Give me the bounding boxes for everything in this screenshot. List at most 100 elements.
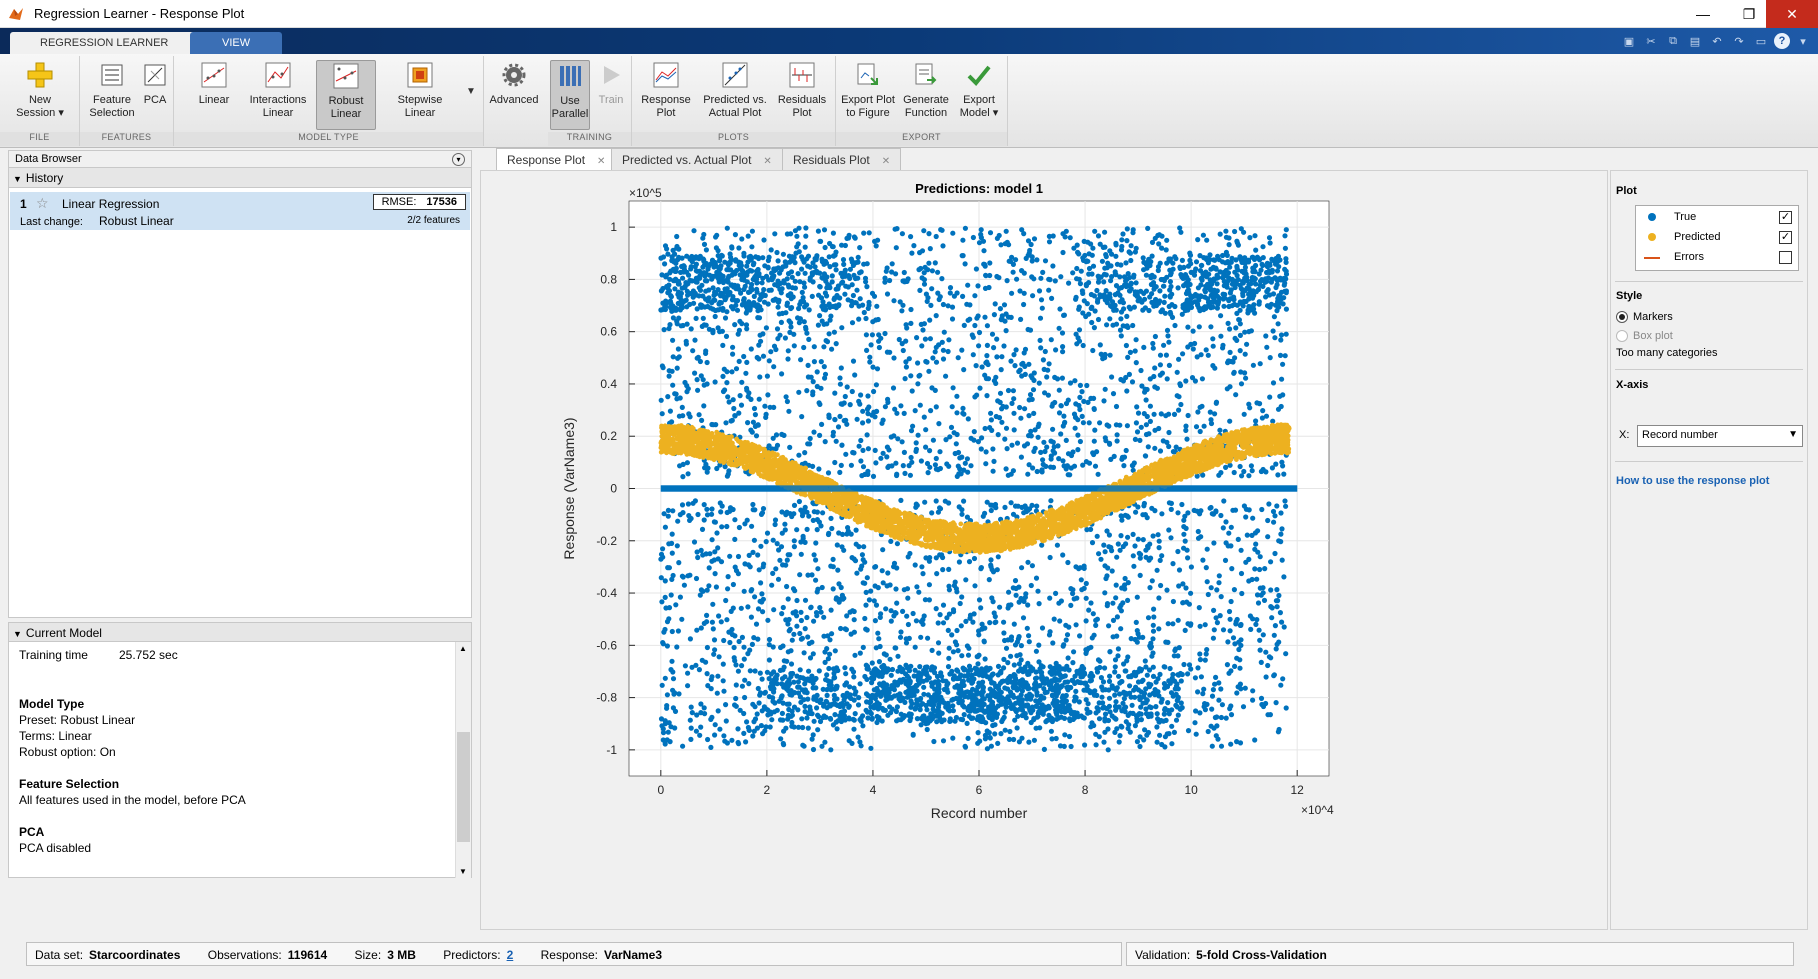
plot-options-panel: Plot True ✓ Predicted ✓ Errors Style Mar… bbox=[1610, 170, 1808, 930]
legend-predicted[interactable]: Predicted ✓ bbox=[1636, 228, 1800, 248]
pca-button[interactable]: PCA bbox=[138, 60, 172, 130]
y-tick-label: 0.4 bbox=[600, 377, 617, 391]
current-model-header[interactable]: ▼ Current Model bbox=[8, 622, 472, 642]
response-plot-button[interactable]: Response Plot bbox=[636, 60, 696, 130]
rmse-badge: RMSE: 17536 bbox=[372, 194, 466, 210]
x-tick-label: 6 bbox=[976, 783, 983, 797]
copy-icon[interactable]: ⧉ bbox=[1669, 34, 1677, 47]
tab-view[interactable]: VIEW bbox=[190, 32, 283, 54]
scrollbar-thumb[interactable] bbox=[457, 732, 470, 842]
stepwise-linear-button[interactable]: Stepwise Linear bbox=[390, 60, 450, 130]
collapse-icon[interactable]: ▾ bbox=[452, 153, 465, 166]
predicted-actual-icon bbox=[722, 62, 748, 88]
play-icon bbox=[604, 66, 620, 84]
gallery-expand-icon[interactable]: ▼ bbox=[466, 86, 476, 97]
history-header[interactable]: ▼ History bbox=[8, 168, 472, 188]
window-title: Regression Learner - Response Plot bbox=[34, 6, 245, 21]
response-plot-icon bbox=[653, 62, 679, 88]
interactions-linear-button[interactable]: Interactions Linear bbox=[248, 60, 308, 130]
scroll-up-icon[interactable]: ▲ bbox=[459, 644, 467, 653]
use-parallel-button[interactable]: Use Parallel bbox=[550, 60, 590, 130]
legend-box: True ✓ Predicted ✓ Errors bbox=[1635, 205, 1799, 271]
advanced-button[interactable]: Advanced bbox=[484, 60, 544, 130]
radio-boxplot[interactable] bbox=[1616, 330, 1628, 342]
scroll-down-icon[interactable]: ▼ bbox=[459, 867, 467, 876]
legend-errors[interactable]: Errors bbox=[1636, 248, 1800, 268]
dot-icon bbox=[1648, 233, 1656, 241]
validation-info: Validation: 5-fold Cross-Validation bbox=[1126, 942, 1794, 966]
title-bar: Regression Learner - Response Plot — ❐ ✕ bbox=[0, 0, 1818, 28]
dot-icon bbox=[1648, 213, 1656, 221]
y-tick-label: -0.6 bbox=[596, 638, 617, 652]
gear-icon bbox=[502, 63, 526, 87]
predictors-link[interactable]: 2 bbox=[506, 948, 514, 962]
legend-true[interactable]: True ✓ bbox=[1636, 208, 1800, 228]
chevron-down-icon: ▼ bbox=[1788, 429, 1798, 440]
advanced-group: Advanced bbox=[484, 56, 546, 146]
undo-icon[interactable]: ↶ bbox=[1712, 35, 1722, 48]
y-axis-label: Response (VarName3) bbox=[561, 417, 577, 559]
x-tick-label: 4 bbox=[870, 783, 877, 797]
checkbox-predicted[interactable]: ✓ bbox=[1779, 231, 1792, 244]
train-button[interactable]: Train bbox=[592, 60, 630, 130]
predicted-vs-actual-button[interactable]: Predicted vs. Actual Plot bbox=[702, 60, 768, 130]
residuals-plot-button[interactable]: Residuals Plot bbox=[772, 60, 832, 130]
y-tick-label: 0 bbox=[610, 482, 617, 496]
y-tick-label: 0.6 bbox=[600, 325, 617, 339]
linear-model-icon bbox=[201, 62, 227, 88]
feature-selection-button[interactable]: Feature Selection bbox=[82, 60, 142, 130]
expand-icon[interactable]: ▾ bbox=[1800, 35, 1806, 48]
true-zero-band-overlay bbox=[660, 485, 1298, 492]
generate-function-button[interactable]: Generate Function bbox=[896, 60, 956, 130]
checkbox-errors[interactable] bbox=[1779, 251, 1792, 264]
tab-predicted-vs-actual[interactable]: Predicted vs. Actual Plot ✕ bbox=[611, 148, 783, 170]
y-tick-label: 0.8 bbox=[600, 272, 617, 286]
export-model-button[interactable]: Export Model ▾ bbox=[952, 60, 1006, 130]
maximize-button[interactable]: ❐ bbox=[1742, 5, 1756, 22]
radio-markers[interactable] bbox=[1616, 311, 1628, 323]
save-icon[interactable]: ▣ bbox=[1623, 35, 1635, 48]
chart-title: Predictions: model 1 bbox=[915, 181, 1043, 196]
paste-icon[interactable]: ▤ bbox=[1689, 35, 1701, 48]
x-tick-label: 12 bbox=[1291, 783, 1305, 797]
tab-regression-learner[interactable]: REGRESSION LEARNER bbox=[10, 32, 199, 54]
triangle-down-icon: ▼ bbox=[13, 174, 22, 184]
tab-residuals-plot[interactable]: Residuals Plot ✕ bbox=[782, 148, 902, 170]
training-group: Use Parallel Train TRAINING bbox=[548, 56, 632, 146]
feature-list-icon bbox=[101, 64, 123, 86]
history-item[interactable]: 1 ☆ Linear Regression RMSE: 17536 Last ch… bbox=[10, 192, 470, 230]
help-link[interactable]: How to use the response plot bbox=[1616, 475, 1770, 487]
current-model-details: Training time 25.752 sec Model Type Pres… bbox=[8, 642, 472, 878]
tab-response-plot[interactable]: Response Plot ✕ bbox=[496, 148, 617, 170]
robust-linear-icon bbox=[333, 63, 359, 89]
data-browser-header: Data Browser ▾ bbox=[8, 150, 472, 168]
x-tick-label: 0 bbox=[657, 783, 664, 797]
y-tick-label: 0.2 bbox=[600, 429, 617, 443]
linear-model-button[interactable]: Linear bbox=[184, 60, 244, 130]
interactions-linear-icon bbox=[265, 62, 291, 88]
parallel-icon bbox=[560, 66, 581, 86]
checkbox-true[interactable]: ✓ bbox=[1779, 211, 1792, 224]
close-tab-icon: ✕ bbox=[881, 156, 891, 167]
checkmark-icon bbox=[967, 65, 991, 86]
switch-windows-icon[interactable]: ▭ bbox=[1755, 35, 1767, 48]
matlab-logo-icon bbox=[9, 8, 23, 20]
cut-icon[interactable]: ✂ bbox=[1646, 35, 1656, 48]
minimize-button[interactable]: — bbox=[1696, 6, 1710, 22]
redo-icon[interactable]: ↷ bbox=[1734, 35, 1744, 48]
plot-area: 0 2 4 6 8 10 12 -1 -0.8 -0.6 -0.4 -0.2 0 0.2 0.4 0.6 0.8… bbox=[480, 170, 1608, 930]
x-tick-label: 10 bbox=[1184, 783, 1198, 797]
help-icon[interactable]: ? bbox=[1774, 33, 1790, 49]
close-tab-icon: ✕ bbox=[763, 156, 772, 167]
star-icon[interactable]: ☆ bbox=[36, 195, 49, 211]
export-group: Export Plot to Figure Generate Function … bbox=[836, 56, 1008, 146]
robust-linear-button[interactable]: Robust Linear bbox=[316, 60, 376, 130]
export-plot-button[interactable]: Export Plot to Figure bbox=[838, 60, 898, 130]
close-button[interactable]: ✕ bbox=[1766, 0, 1818, 28]
ribbon-toolstrip: New Session ▾ FILE Feature Selection PCA… bbox=[0, 54, 1818, 148]
response-plot-chart[interactable]: 0 2 4 6 8 10 12 -1 -0.8 -0.6 -0.4 -0.2 0 0.2 0.4 0.6 0.8… bbox=[481, 171, 1609, 931]
scrollbar[interactable]: ▲ ▼ bbox=[455, 642, 471, 878]
y-tick-label: -0.2 bbox=[596, 534, 617, 548]
new-session-button[interactable]: New Session ▾ bbox=[10, 60, 70, 130]
x-axis-select[interactable]: Record number ▼ bbox=[1637, 425, 1803, 447]
